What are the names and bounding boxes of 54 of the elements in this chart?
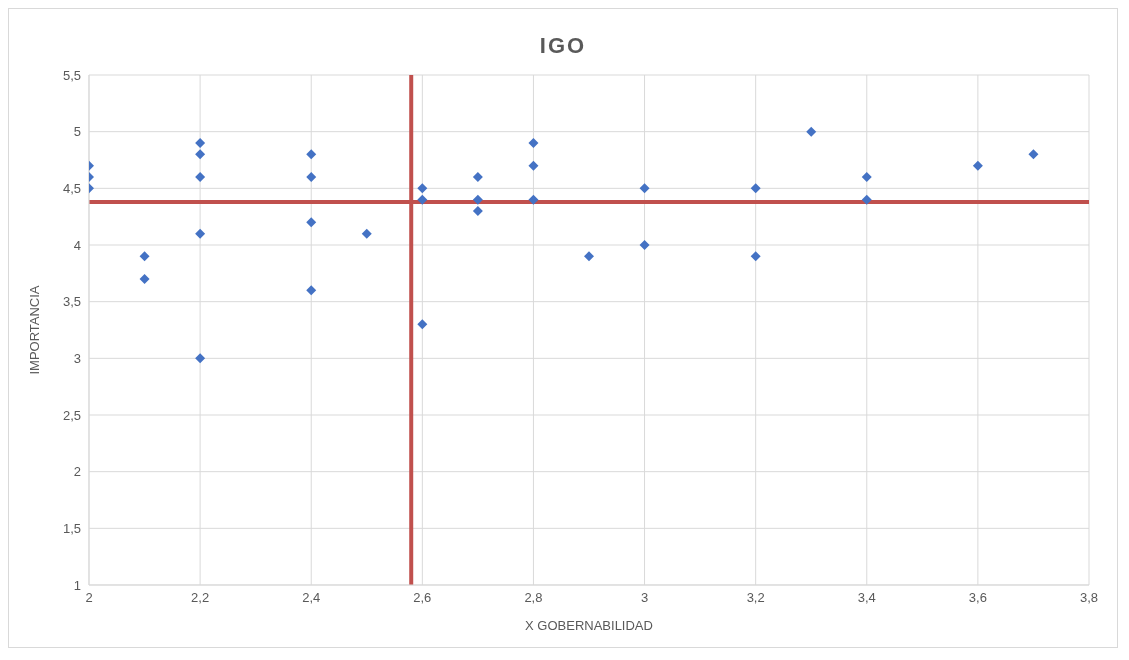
y-tick-label: 1,5 <box>62 520 81 536</box>
x-axis-title: X GOBERNABILIDAD <box>525 618 653 633</box>
point <box>639 240 650 250</box>
point <box>472 172 483 182</box>
point <box>417 194 428 205</box>
point <box>195 172 206 182</box>
chart-title: IGO <box>538 32 588 60</box>
y-tick-label: 5 <box>73 124 81 140</box>
point <box>306 217 317 228</box>
point <box>472 206 483 216</box>
point <box>472 194 483 205</box>
point <box>195 149 206 160</box>
x-tick-label: 2,4 <box>302 590 321 606</box>
point <box>306 172 317 182</box>
point <box>861 194 872 205</box>
point <box>528 194 539 205</box>
point <box>584 251 594 262</box>
y-tick-label: 3 <box>73 350 81 366</box>
point <box>139 274 150 284</box>
point <box>306 285 317 296</box>
point <box>972 160 983 171</box>
x-tick-label: 3 <box>640 590 649 606</box>
y-tick-label: 2 <box>73 464 81 480</box>
point <box>417 319 428 330</box>
point <box>361 228 372 239</box>
point <box>750 183 761 194</box>
point <box>195 138 206 148</box>
x-tick-label: 2,6 <box>413 590 432 606</box>
x-tick-label: 2,2 <box>191 590 210 606</box>
x-tick-label: 2 <box>85 590 93 606</box>
point <box>750 251 761 262</box>
point <box>528 138 539 148</box>
x-tick-label: 3,8 <box>1079 590 1099 606</box>
point <box>639 183 650 194</box>
point <box>1028 149 1039 160</box>
y-tick-label: 3,5 <box>62 294 81 310</box>
point <box>528 160 539 171</box>
y-tick-label: 4 <box>73 237 81 253</box>
y-tick-label: 4,5 <box>62 180 81 196</box>
point <box>417 183 428 194</box>
point <box>195 228 206 239</box>
y-axis-title: IMPORTANCIA <box>26 285 42 375</box>
x-tick-label: 3,4 <box>857 590 876 606</box>
y-tick-label: 5,5 <box>62 67 81 83</box>
point <box>195 353 206 364</box>
point <box>861 172 872 182</box>
y-tick-label: 2,5 <box>62 407 81 423</box>
point <box>806 126 817 137</box>
x-tick-label: 3,2 <box>746 590 765 606</box>
y-tick-label: 1 <box>73 577 81 593</box>
point <box>306 149 317 160</box>
point <box>139 251 150 262</box>
x-tick-label: 2,8 <box>524 590 543 606</box>
x-tick-label: 3,6 <box>968 590 987 606</box>
